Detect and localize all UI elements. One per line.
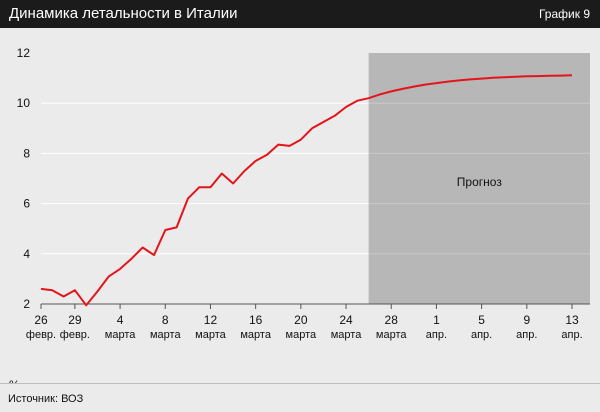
x-tick-month: марта [240, 329, 271, 341]
y-tick-label: 2 [23, 297, 30, 311]
x-tick-day: 1 [433, 313, 440, 327]
series-line [40, 74, 573, 307]
chart-header: Динамика летальности в Италии График 9 [0, 0, 600, 28]
x-tick-month: марта [150, 329, 181, 341]
x-tick-day: 13 [565, 313, 579, 327]
y-tick-label: 12 [17, 46, 31, 60]
x-tick-month: апр. [561, 329, 582, 341]
x-tick-month: марта [105, 329, 136, 341]
chart-area: Прогноз 2 4 6 8 10 12 26 февр. 29 февр. 4 марта 8 март… [0, 28, 600, 392]
x-tick-month: марта [286, 329, 317, 341]
x-tick-month: апр. [516, 329, 537, 341]
x-tick-day: 12 [204, 313, 218, 327]
x-tick-day: 5 [478, 313, 485, 327]
figure-number: График 9 [538, 7, 590, 21]
x-tick-month: февр. [26, 329, 56, 341]
y-tick-label: 10 [17, 96, 31, 110]
x-tick-day: 26 [34, 313, 48, 327]
x-tick-day: 29 [68, 313, 82, 327]
x-tick-day: 24 [339, 313, 353, 327]
x-tick-month: апр. [471, 329, 492, 341]
x-tick-day: 16 [249, 313, 263, 327]
forecast-label: Прогноз [457, 175, 503, 189]
y-tick-label: 6 [23, 197, 30, 211]
x-tick-month: апр. [426, 329, 447, 341]
x-tick-month: марта [376, 329, 407, 341]
x-tick-day: 20 [294, 313, 308, 327]
forecast-region [368, 53, 590, 304]
chart-title: Динамика летальности в Италии [9, 5, 238, 22]
y-tick-label: 4 [23, 247, 30, 261]
x-tick-day: 8 [162, 313, 169, 327]
source-note: Источник: ВОЗ [8, 393, 84, 405]
x-tick-month: марта [195, 329, 226, 341]
x-tick-month: марта [331, 329, 362, 341]
x-tick-day: 4 [117, 313, 124, 327]
y-tick-label: 8 [23, 146, 30, 160]
x-tick-day: 9 [523, 313, 530, 327]
mortality-line-chart: Прогноз2468101226февр.29февр.4марта8март… [17, 46, 590, 341]
x-tick-month: февр. [60, 329, 90, 341]
x-tick-day: 28 [385, 313, 399, 327]
source-bar: Источник: ВОЗ [0, 383, 600, 412]
